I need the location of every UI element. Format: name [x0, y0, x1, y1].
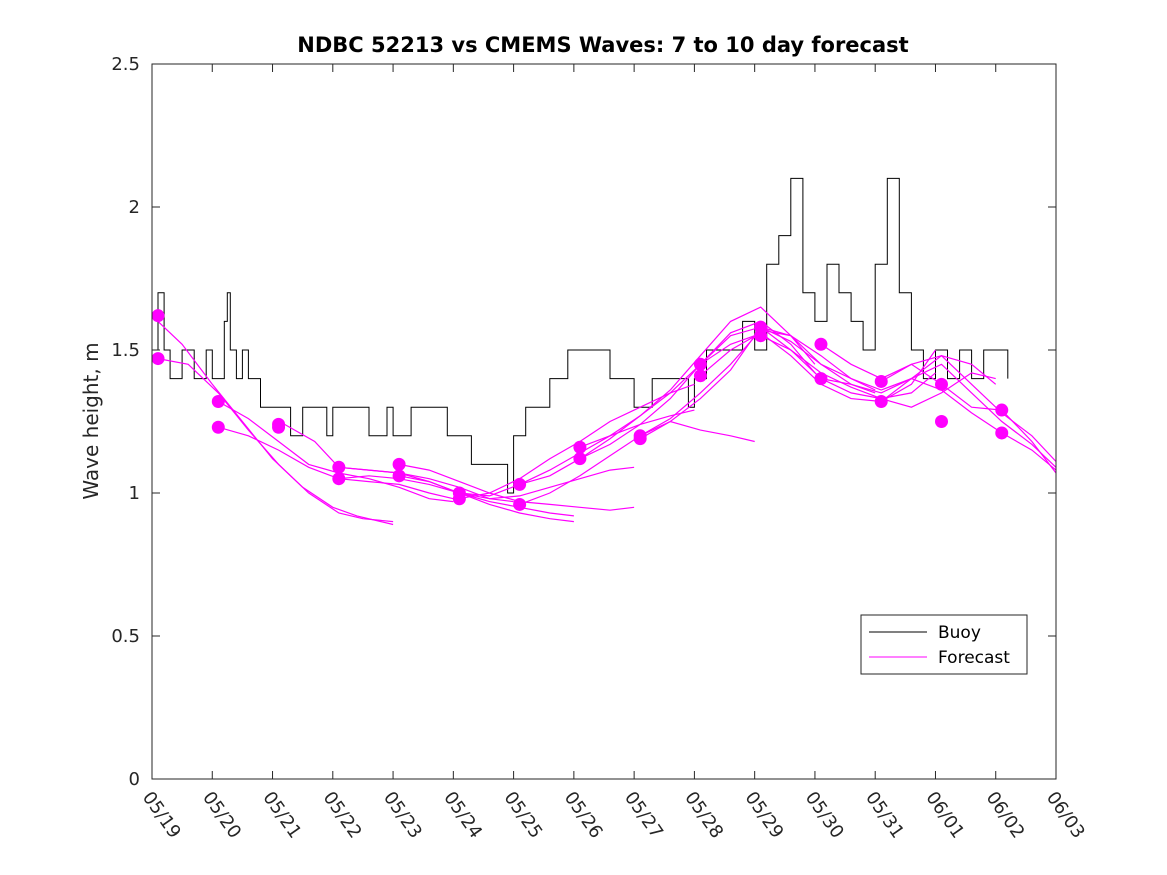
- forecast-start-marker: [693, 357, 707, 371]
- forecast-start-marker: [814, 337, 828, 351]
- forecast-start-marker: [814, 372, 828, 386]
- forecast-start-marker: [513, 497, 527, 511]
- x-tick-label: 06/02: [982, 788, 1029, 843]
- forecast-line-2: [218, 400, 454, 503]
- x-tick-label: 05/24: [439, 788, 486, 843]
- forecast-line-11: [519, 335, 755, 485]
- x-tick-label: 05/23: [379, 788, 426, 843]
- y-axis-label: Wave height, m: [79, 342, 103, 499]
- x-tick-label: 06/01: [921, 788, 968, 843]
- forecast-start-marker: [513, 477, 527, 491]
- forecast-start-marker: [151, 352, 165, 366]
- forecast-start-marker: [573, 440, 587, 454]
- forecast-line-1: [157, 358, 394, 523]
- forecast-start-marker: [332, 472, 346, 486]
- plot-frame: [151, 63, 1057, 780]
- x-tick-label: 05/30: [801, 788, 848, 843]
- y-tick-label: 2: [129, 197, 140, 218]
- forecast-start-marker: [272, 420, 286, 434]
- forecast-start-marker: [693, 369, 707, 383]
- x-tick-label: 05/26: [560, 788, 607, 843]
- forecast-start-marker: [633, 432, 647, 446]
- legend-forecast-label: Forecast: [938, 648, 1010, 668]
- forecast-line-8: [398, 466, 635, 500]
- y-axis: 0 0.5 1 1.5 2 2.5: [111, 54, 1056, 790]
- forecast-line-0: [157, 320, 394, 526]
- x-tick-label: 05/28: [680, 788, 727, 843]
- forecast-start-marker: [934, 377, 948, 391]
- y-tick-label: 0: [129, 769, 140, 790]
- forecast-line-21: [820, 343, 1057, 462]
- forecast-start-marker: [332, 460, 346, 474]
- x-tick-label: 05/20: [198, 788, 245, 843]
- y-tick-label: 1.5: [111, 340, 140, 361]
- forecast-start-marker: [573, 452, 587, 466]
- forecast-start-marker: [211, 420, 225, 434]
- forecast-start-marker: [995, 403, 1009, 417]
- forecast-start-marker: [874, 374, 888, 388]
- legend: Buoy Forecast: [860, 614, 1028, 675]
- forecast-line-22: [820, 363, 1057, 468]
- forecast-line-15: [639, 329, 876, 437]
- forecast-start-marker: [392, 469, 406, 483]
- forecast-start-marker: [995, 426, 1009, 440]
- x-tick-label: 05/29: [741, 788, 788, 843]
- forecast-start-marker: [754, 329, 768, 343]
- buoy-series: [152, 177, 1009, 494]
- forecast-start-marker: [151, 309, 165, 323]
- x-tick-label: 05/27: [620, 788, 667, 843]
- forecast-line-13: [579, 306, 816, 448]
- x-tick-label: 06/03: [1042, 788, 1089, 843]
- forecast-line-16: [639, 326, 876, 440]
- forecast-start-markers: [151, 309, 1009, 511]
- forecast-start-marker: [211, 394, 225, 408]
- x-tick-label: 05/31: [861, 788, 908, 843]
- forecast-series-group: [157, 306, 1057, 526]
- chart-title: NDBC 52213 vs CMEMS Waves: 7 to 10 day f…: [297, 33, 908, 57]
- forecast-start-marker: [934, 415, 948, 428]
- x-tick-label: 05/22: [319, 788, 366, 843]
- forecast-line-23: [880, 363, 1057, 474]
- forecast-start-marker: [452, 492, 466, 506]
- x-tick-label: 05/25: [500, 788, 547, 843]
- x-tick-label: 05/19: [138, 788, 185, 843]
- forecast-start-marker: [392, 457, 406, 471]
- y-tick-label: 0.5: [111, 626, 140, 647]
- forecast-start-marker: [874, 394, 888, 408]
- x-tick-label: 05/21: [258, 788, 305, 843]
- forecast-line-24: [880, 377, 1057, 471]
- buoy-line: [152, 177, 1009, 494]
- y-tick-label: 1: [129, 483, 140, 504]
- legend-box: [860, 614, 1028, 675]
- legend-buoy-label: Buoy: [938, 623, 981, 643]
- forecast-line-19: [760, 326, 997, 391]
- y-tick-label: 2.5: [111, 54, 140, 75]
